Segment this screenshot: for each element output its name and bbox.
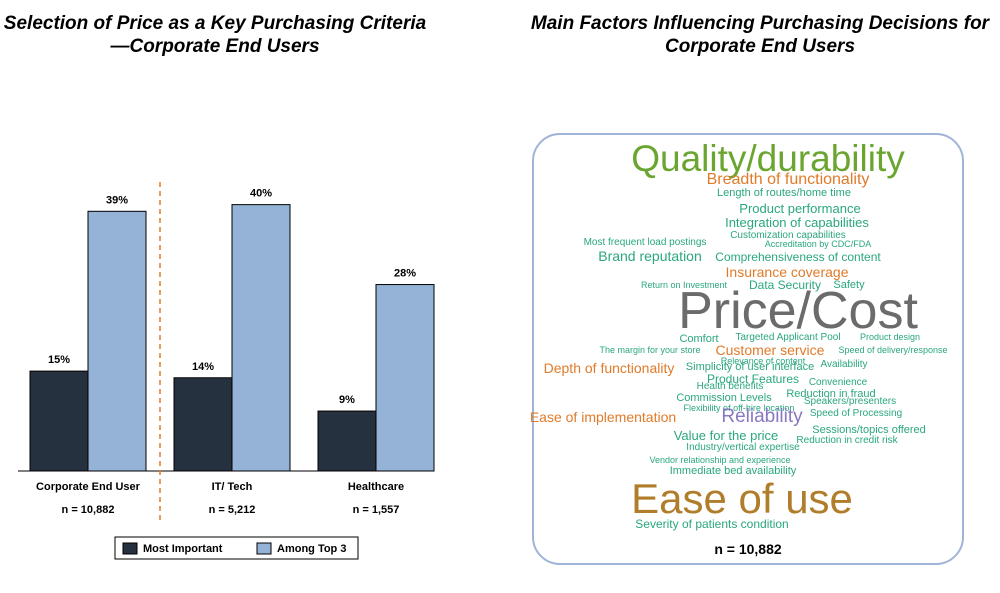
word-cloud-term: Price/Cost xyxy=(678,282,918,340)
word-cloud-term: Flexibility of off-hire location xyxy=(683,403,795,413)
word-cloud-term: Length of routes/home time xyxy=(717,187,851,199)
word-cloud-term: Reduction in credit risk xyxy=(796,435,898,446)
bar-chart-title: Selection of Price as a Key Purchasing C… xyxy=(3,13,427,57)
word-cloud-term: Quality/durability xyxy=(631,138,905,179)
bar-among-top-3 xyxy=(231,204,291,472)
word-cloud-term: Vendor relationship and experience xyxy=(649,455,791,465)
legend-label: Among Top 3 xyxy=(277,543,346,555)
word-cloud-term: Convenience xyxy=(808,377,868,388)
legend-swatch xyxy=(256,542,272,555)
word-cloud-sample-size: n = 10,882 xyxy=(714,541,782,557)
sample-size-label: n = 5,212 xyxy=(209,504,256,516)
data-label: 40% xyxy=(250,188,272,200)
sample-size-label: n = 10,882 xyxy=(62,504,115,516)
word-cloud-term: Speed of delivery/response xyxy=(838,345,948,355)
bar-most-important xyxy=(29,370,89,472)
word-cloud-term: Brand reputation xyxy=(598,248,702,264)
word-cloud-term: Integration of capabilities xyxy=(725,215,869,230)
data-label: 28% xyxy=(394,268,416,280)
data-label: 39% xyxy=(106,194,128,206)
category-label: Healthcare xyxy=(348,481,404,493)
bar-among-top-3 xyxy=(87,210,147,472)
word-cloud-term: Speakers/presenters xyxy=(803,396,897,407)
word-cloud-term: Depth of functionality xyxy=(543,360,675,376)
word-cloud-term: Health benefits xyxy=(696,381,764,392)
word-cloud-term: Product design xyxy=(859,332,921,342)
word-cloud-term: Reduction in fraud xyxy=(786,388,876,400)
category-label: IT/ Tech xyxy=(212,481,253,493)
bar-most-important xyxy=(173,377,233,472)
word-cloud-term: Industry/vertical expertise xyxy=(686,442,800,453)
bar-chart: 15% 39% Corporate End User n = 10,882 14% 40%… xyxy=(18,182,435,560)
word-cloud-term: Reliability xyxy=(721,406,803,427)
legend-box xyxy=(114,536,359,560)
sample-size-label: n = 1,557 xyxy=(353,504,400,516)
word-cloud-term: The margin for your store xyxy=(599,345,701,355)
word-cloud-term: Simplicity of user interface xyxy=(685,361,815,373)
category-label: Corporate End User xyxy=(36,481,141,493)
word-cloud-term: Safety xyxy=(833,279,865,291)
word-cloud-term: Commission Levels xyxy=(676,392,772,404)
word-cloud-term: Customization capabilities xyxy=(730,230,846,241)
data-label: 15% xyxy=(48,354,70,366)
word-cloud-term: Customer service xyxy=(715,342,825,358)
word-cloud-term: Immediate bed availability xyxy=(669,465,797,477)
legend-label: Most Important xyxy=(143,543,223,555)
data-label: 14% xyxy=(192,361,214,373)
word-cloud-term: Accreditation by CDC/FDA xyxy=(764,239,872,249)
word-cloud-panel xyxy=(532,133,964,565)
data-label: 9% xyxy=(339,394,355,406)
word-cloud-term: Targeted Applicant Pool xyxy=(735,332,841,343)
word-cloud-term: Value for the price xyxy=(673,428,779,443)
word-cloud-term: Availability xyxy=(820,359,868,370)
word-cloud-term: Speed of Processing xyxy=(809,408,903,419)
word-cloud-term: Breadth of functionality xyxy=(706,171,870,188)
word-cloud-title: Main Factors Influencing Purchasing Deci… xyxy=(530,13,990,57)
word-cloud-term: Comfort xyxy=(679,333,719,345)
word-cloud-term: Product performance xyxy=(739,201,861,216)
word-cloud-term: Return on Investment xyxy=(640,280,728,290)
legend-swatch xyxy=(122,542,138,555)
word-cloud-term: Ease of use xyxy=(631,475,853,522)
word-cloud-term: Most frequent load postings xyxy=(583,237,707,248)
word-cloud-term: Product Features xyxy=(706,372,800,386)
word-cloud-term: Relevance of content xyxy=(720,356,806,366)
word-cloud-term: Data Security xyxy=(748,278,822,292)
word-cloud-term: Comprehensiveness of content xyxy=(715,250,881,264)
word-cloud-term: Insurance coverage xyxy=(725,264,849,280)
bar-among-top-3 xyxy=(375,284,435,472)
word-cloud-term: Severity of patients condition xyxy=(635,517,789,531)
word-cloud-term: Sessions/topics offered xyxy=(812,424,926,436)
bar-most-important xyxy=(317,410,377,472)
word-cloud-term: Ease of implementation xyxy=(529,409,677,425)
